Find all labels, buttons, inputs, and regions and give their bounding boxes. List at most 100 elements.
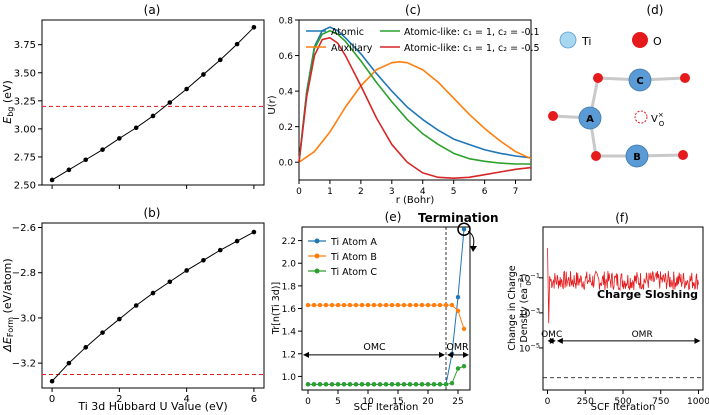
- panel-a-ytick-label: 2.75: [14, 152, 36, 163]
- panel-e-point-b: [401, 302, 407, 308]
- panel-e-point-b: [353, 302, 359, 308]
- panel-e-ylabel: Tr[n(Ti 3d)]: [271, 282, 282, 335]
- ti-atom-a-label: A: [586, 114, 594, 125]
- panel-e-point-b: [323, 302, 329, 308]
- panel-f-xtick-label: 500: [614, 397, 631, 407]
- panel-c-xtick-label: 5: [451, 187, 457, 197]
- structure-bonds: [552, 76, 686, 158]
- panel-e-label: (e): [385, 210, 402, 224]
- panel-e-point-c: [347, 382, 353, 387]
- panel-c-xtick-label: 3: [389, 187, 395, 197]
- panel-b-ytick-label: −3.2: [12, 359, 36, 370]
- panel-b-xtick-label: 0: [49, 394, 55, 405]
- panel-e-point-c: [395, 382, 401, 387]
- panel-b-data-point: [133, 303, 139, 308]
- panel-b-xlabel: Ti 3d Hubbard U Value (eV): [77, 400, 227, 413]
- panel-e-point-c: [317, 382, 323, 387]
- panel-a-data-point: [150, 113, 156, 119]
- panel-e-point-c: [425, 382, 431, 387]
- legend-a-label: Ti Atom A: [330, 237, 377, 248]
- panel-e-axes-frame: [301, 226, 471, 391]
- panel-e-point-b: [383, 302, 389, 308]
- f-omc-span-arrow: [547, 337, 556, 344]
- panel-f-xtick-label: 0: [545, 397, 551, 407]
- panel-e-xlabel: SCF Iteration: [354, 402, 419, 413]
- panel-e-point-b: [449, 302, 455, 308]
- panel-b-data-point: [117, 316, 122, 322]
- panel-e-point-b: [437, 302, 443, 308]
- o-legend-icon: [632, 32, 648, 48]
- panel-e-point-c: [437, 382, 443, 387]
- panel-a-data-point: [184, 86, 189, 92]
- legend-auxiliary-label: Auxiliary: [331, 43, 373, 54]
- panel-e-point-c: [455, 366, 461, 371]
- panel-e-point-c: [431, 382, 437, 387]
- panel-e-point-b: [431, 302, 437, 308]
- panel-a-data-point: [133, 125, 139, 131]
- panel-c-xlabel: r (Bohr): [396, 195, 435, 206]
- panel-a-ytick-label: 3.50: [14, 68, 36, 79]
- ti-atom-b: [625, 144, 649, 168]
- panel-e-ytick-label: 1.8: [282, 282, 297, 292]
- panel-c-yticks: 0.0 0.2 0.4 0.6 0.8: [279, 17, 299, 169]
- panel-a-ytick-label: 3.75: [14, 40, 36, 51]
- panel-a-ytick-label: 2.50: [14, 181, 36, 192]
- panel-b-data-point: [201, 257, 206, 263]
- panel-c-ytick-label: 0.8: [279, 17, 294, 27]
- oxygen-vacancy-label: V× O: [651, 111, 665, 128]
- panel-e-legend: Ti Atom A Ti Atom B Ti Atom C: [308, 237, 377, 278]
- panel-e-point-b: [365, 302, 371, 308]
- panel-e-series-b: [308, 304, 465, 330]
- panel-f: (f) 10−5 10−3 10−1 0 250 500 750 1000 Charge S…: [507, 211, 709, 413]
- panel-e-point-c: [341, 382, 347, 387]
- legend-like1-label: Atomic-like: c₁ = 1, c₂ = -0.1: [404, 27, 540, 38]
- panel-c-xtick-label: 1: [327, 187, 333, 197]
- panel-c-xtick-label: 7: [513, 187, 519, 197]
- panel-e-point-b: [335, 302, 341, 308]
- legend-c-label: Ti Atom C: [330, 267, 377, 278]
- panel-e-series-lines: [305, 227, 467, 387]
- termination-marker: [457, 222, 471, 237]
- panel-b-ytick-label: −2.6: [12, 223, 36, 234]
- legend-a-marker: [314, 238, 320, 244]
- panel-b-xticks: 0 2 4 6: [49, 388, 257, 405]
- panel-e-point-b: [425, 302, 431, 308]
- panel-e-point-c: [329, 382, 335, 387]
- panel-e: (e) 1.0 1.2 1.4 1.6 1.8 2.0 2.2 0 5 10 15 20 25 OMC…: [271, 210, 499, 413]
- panel-b-yticks: −3.2 −3.0 −2.8 −2.6: [12, 223, 42, 370]
- panel-e-point-c: [449, 381, 455, 386]
- panel-e-xtick-label: 0: [305, 397, 311, 407]
- panel-a-data-point: [66, 167, 72, 173]
- charge-sloshing-annotation: Charge Sloshing: [597, 288, 698, 301]
- panel-e-point-c: [461, 364, 467, 369]
- panel-e-point-a: [461, 227, 467, 232]
- panel-e-point-b: [389, 302, 395, 308]
- termination-arrowhead: [470, 246, 477, 252]
- panel-a-data-point: [117, 136, 122, 141]
- panel-a-data-point: [234, 41, 240, 47]
- panel-b-ytick-label: −2.8: [12, 268, 36, 279]
- panel-e-point-c: [413, 382, 419, 387]
- o-legend-label: O: [653, 35, 662, 48]
- panel-c-xtick-label: 4: [420, 187, 426, 197]
- panel-c-axes-frame: [298, 19, 532, 181]
- panel-f-axes-frame: [542, 226, 704, 391]
- panel-c-xtick-label: 0: [296, 187, 302, 197]
- panel-a-data-point: [251, 24, 257, 30]
- panel-c-ytick-label: 0.2: [279, 123, 293, 133]
- panel-b-points: [49, 229, 257, 384]
- panel-f-ytick-label: 10−1: [519, 271, 540, 284]
- panel-e-xtick-label: 25: [452, 397, 463, 407]
- panel-d: (d) Ti O C A B V× O: [548, 3, 690, 168]
- panel-e-point-c: [335, 382, 341, 387]
- ti-atom-c-label: C: [636, 76, 643, 87]
- ti-atom-c: [628, 68, 652, 92]
- panel-c-ylabel: U(r): [267, 95, 278, 114]
- panel-c: (c) 0.0 0.2 0.4 0.6 0.8 0 1 2 3 4 5 6 7 U(r) r (Boh…: [267, 3, 540, 206]
- panel-f-charge-density-line: [547, 248, 699, 324]
- panel-a-data-point: [49, 177, 55, 183]
- panel-a-data-point: [217, 57, 223, 63]
- ti-atom-b-label: B: [633, 152, 641, 163]
- termination-label: Termination: [418, 211, 499, 225]
- panel-b-axes-frame: [41, 222, 265, 389]
